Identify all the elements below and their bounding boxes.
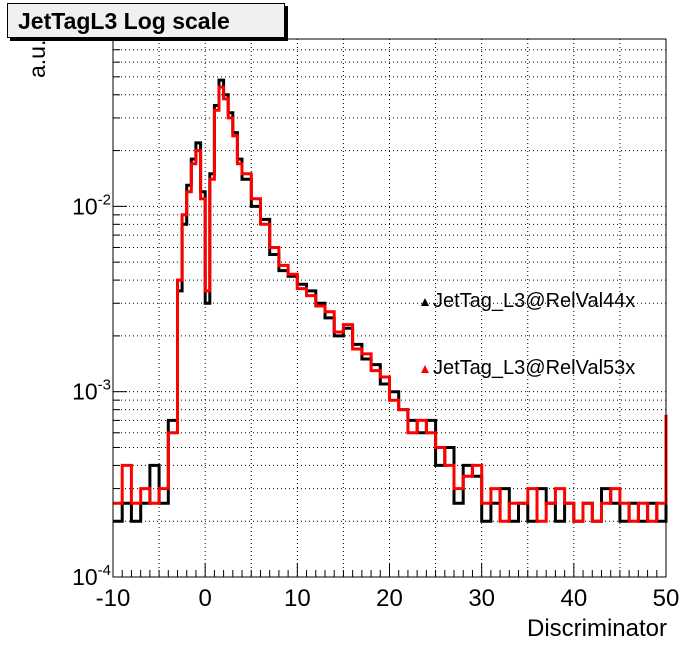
series-44x bbox=[113, 78, 668, 523]
legend-entry-53x: JetTag_L3@RelVal53x bbox=[421, 357, 635, 380]
x-tick-label: 0 bbox=[198, 585, 211, 612]
y-axis-label: a.u. bbox=[24, 39, 50, 78]
x-tick-label: -10 bbox=[96, 585, 131, 612]
x-tick-label: 20 bbox=[376, 585, 403, 612]
legend-label-44x: JetTag_L3@RelVal44x bbox=[433, 290, 636, 312]
x-tick-label: 40 bbox=[560, 585, 587, 612]
series-line bbox=[113, 85, 668, 523]
y-tick-label: 10-3 bbox=[72, 377, 111, 405]
title-box: JetTagL3 Log scale bbox=[7, 3, 285, 38]
legend-marker-44x bbox=[421, 298, 429, 306]
x-tick-label: 30 bbox=[468, 585, 495, 612]
y-tick-label: 10-2 bbox=[72, 191, 111, 219]
axes: -10 0 10 20 30 40 50 10-4 10-3 10-2 bbox=[72, 38, 680, 612]
x-axis-label: Discriminator bbox=[526, 615, 667, 642]
chart-title: JetTagL3 Log scale bbox=[18, 8, 230, 34]
x-tick-label: 50 bbox=[653, 585, 680, 612]
series-53x bbox=[113, 85, 668, 523]
y-tick-label: 10-4 bbox=[72, 562, 111, 590]
legend-entry-44x: JetTag_L3@RelVal44x bbox=[421, 290, 635, 313]
legend-label-53x: JetTag_L3@RelVal53x bbox=[433, 357, 636, 379]
x-tick-label: 10 bbox=[284, 585, 311, 612]
series-layer bbox=[113, 78, 668, 523]
legend-marker-53x bbox=[421, 365, 429, 373]
series-line bbox=[113, 78, 668, 523]
